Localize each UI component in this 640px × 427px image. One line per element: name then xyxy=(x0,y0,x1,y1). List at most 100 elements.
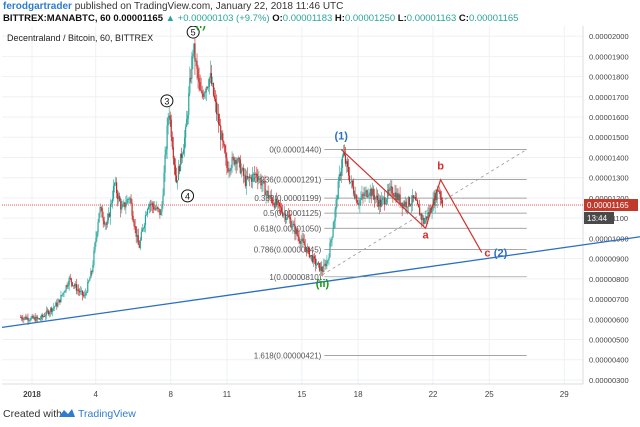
candle-body xyxy=(294,224,296,234)
candle-body xyxy=(93,250,95,266)
high-value: 0.00001250 xyxy=(344,13,396,24)
candle-body xyxy=(378,199,381,207)
y-tick-label: 0.00000800 xyxy=(589,275,629,284)
candle-body xyxy=(419,207,421,216)
candle-body xyxy=(134,226,136,228)
candle-body xyxy=(125,204,127,208)
candle-body xyxy=(258,178,260,181)
candle-body xyxy=(331,236,333,241)
candle-body xyxy=(174,165,176,176)
candle-body xyxy=(352,180,354,187)
candle-body xyxy=(200,90,202,92)
candle-body xyxy=(190,77,192,79)
candle-body xyxy=(197,68,199,79)
candle-body xyxy=(295,229,297,234)
candle-body xyxy=(212,83,215,96)
author-link[interactable]: ferodgartrader xyxy=(3,1,72,12)
candle-body xyxy=(232,156,234,158)
candle-body xyxy=(237,157,239,162)
tradingview-logo-icon xyxy=(59,409,75,417)
candle-body xyxy=(435,192,437,201)
candle-body xyxy=(45,310,48,316)
y-tick-label: 0.00001200 xyxy=(589,194,629,203)
published-text: published on TradingView.com, January 22… xyxy=(74,1,344,12)
candle-body xyxy=(332,228,334,237)
candle-body xyxy=(35,316,37,322)
candle-body xyxy=(270,195,272,199)
candle-body xyxy=(132,215,134,222)
candle-body xyxy=(32,315,34,319)
candle-body xyxy=(99,207,101,213)
ohlc-line: BITTREX:MANABTC, 60 0.00001165 ▲ +0.0000… xyxy=(3,13,518,24)
low-label: L: xyxy=(397,13,407,24)
candle-body xyxy=(379,199,382,207)
candle-body xyxy=(330,240,332,243)
candle-body xyxy=(40,315,42,320)
candle-body xyxy=(417,200,419,205)
wave-circle-label: 3 xyxy=(164,96,169,106)
candle-body xyxy=(181,154,184,159)
candle-body xyxy=(39,319,41,320)
candle-body xyxy=(255,173,257,176)
candle-body xyxy=(56,302,58,307)
candle-body xyxy=(410,203,413,206)
candle-body xyxy=(299,241,301,244)
tradingview-brand-link[interactable]: TradingView xyxy=(78,408,136,420)
candle-body xyxy=(43,316,46,317)
wave-circle-marker xyxy=(160,94,174,108)
candle-body xyxy=(398,194,400,201)
candle-body xyxy=(424,220,426,224)
candle-body xyxy=(105,223,107,225)
chart-title: Decentraland / Bitcoin, 60, BITTREX xyxy=(7,33,153,43)
candle-body xyxy=(309,255,311,258)
y-tick-label: 0.00000600 xyxy=(589,315,629,324)
candle-body xyxy=(136,235,138,237)
wave-label: b xyxy=(437,161,444,173)
publish-line: ferodgartrader published on TradingView.… xyxy=(3,1,343,12)
y-tick-label: 0.00000400 xyxy=(589,356,629,365)
candle-body xyxy=(387,189,389,200)
candle-body xyxy=(62,292,64,296)
candle-body xyxy=(302,238,304,242)
candle-body xyxy=(431,210,433,213)
x-tick-label: 8 xyxy=(168,390,173,399)
candle-body xyxy=(195,60,197,62)
candle-body xyxy=(402,203,404,208)
candle-body xyxy=(318,262,320,264)
candle-body xyxy=(385,202,387,205)
candle-body xyxy=(209,73,212,78)
candle-body xyxy=(256,173,258,177)
candle-body xyxy=(42,316,45,317)
candle-body xyxy=(87,282,89,293)
candle-body xyxy=(180,153,183,159)
candle-body xyxy=(286,218,288,220)
candle-body xyxy=(244,175,247,186)
candle-body xyxy=(34,317,36,322)
candle-body xyxy=(165,149,167,155)
candle-body xyxy=(198,78,200,83)
candle-body xyxy=(428,212,430,214)
candle-body xyxy=(175,175,177,183)
candle-body xyxy=(376,195,379,201)
y-tick-label: 0.00002000 xyxy=(589,32,629,41)
candle-body xyxy=(350,181,352,183)
candle-body xyxy=(72,285,74,287)
candle-body xyxy=(253,173,255,175)
candle-body xyxy=(393,195,395,197)
candle-body xyxy=(219,124,221,126)
projection-dashed-line xyxy=(322,149,527,276)
candle-body xyxy=(153,206,155,210)
candle-body xyxy=(106,220,108,225)
candle-body xyxy=(338,174,340,182)
candle-body xyxy=(289,216,291,219)
candle-body xyxy=(63,292,65,294)
candle-body xyxy=(250,177,252,179)
current-price-tag xyxy=(584,199,638,211)
price-chart[interactable]: 0.00002000 0.00001900 0.00001800 0.00001700… xyxy=(0,26,640,400)
candle-body xyxy=(266,191,268,193)
candle-body xyxy=(37,318,39,320)
candle-body xyxy=(117,193,119,200)
x-tick-label: 4 xyxy=(93,390,98,399)
candle-body xyxy=(229,169,231,171)
candle-body xyxy=(367,196,369,197)
